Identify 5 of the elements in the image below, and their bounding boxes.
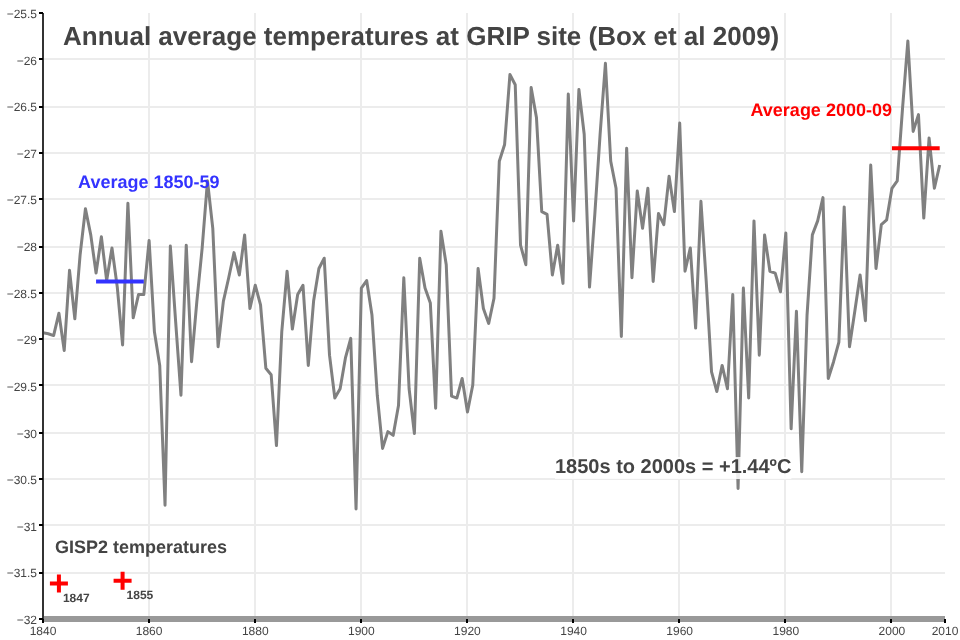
series-label: Average 2000-09 [750, 100, 892, 121]
chart-title: Annual average temperatures at GRIP site (Box et al 2009) [63, 21, 780, 51]
annotation: 1850s to 2000s = +1.44ºC [555, 457, 792, 479]
series-label: GISP2 temperatures [54, 536, 228, 557]
text: Average 1850-59 [78, 171, 220, 192]
